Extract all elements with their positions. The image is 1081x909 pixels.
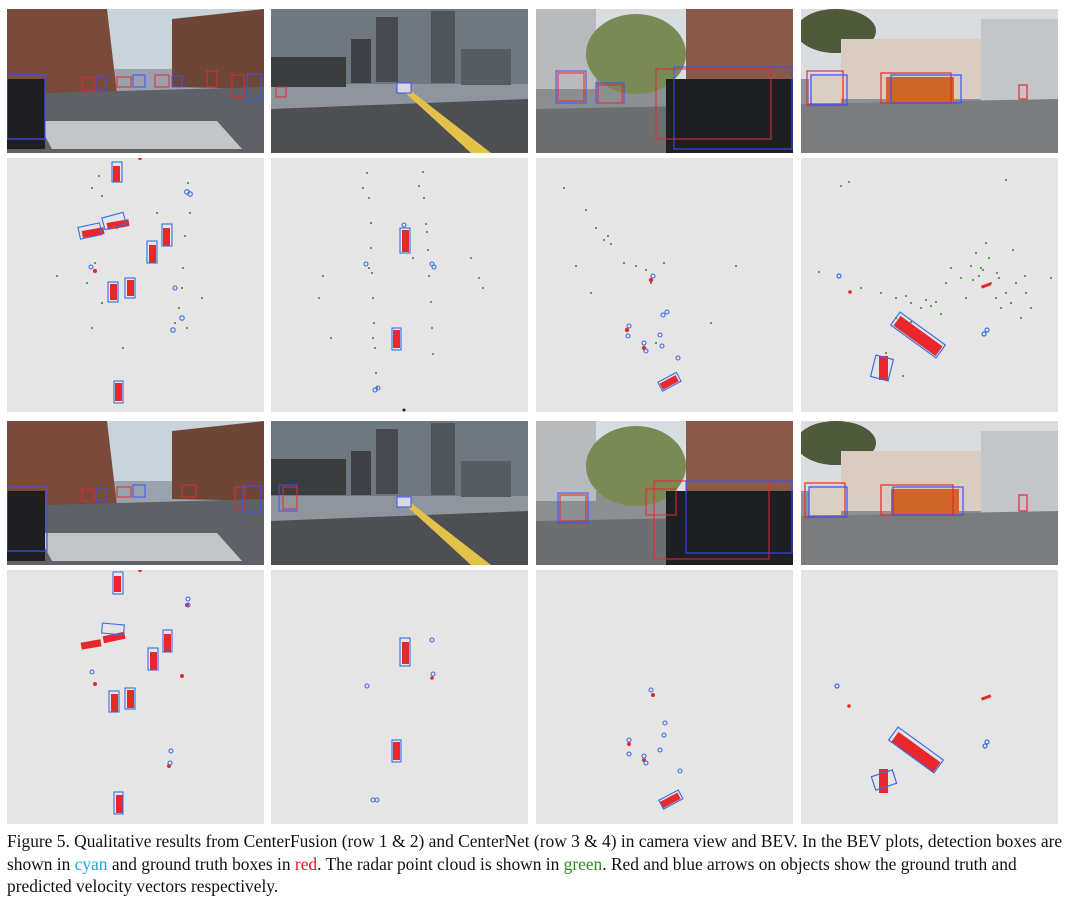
camera-view-r1-c3 <box>536 9 793 153</box>
caption-cyan-word: cyan <box>74 853 108 874</box>
camera-image <box>801 421 1058 565</box>
camera-image <box>536 9 793 153</box>
radar-points <box>56 175 203 349</box>
detection-boxes <box>363 222 437 393</box>
camera-view-r3-c2 <box>271 421 528 565</box>
ground-truth-boxes <box>847 694 992 793</box>
bev-plot-r2-c2 <box>271 158 528 412</box>
radar-points <box>318 171 484 389</box>
caption-text-pre: Figure 5. Qualitative results from Cente… <box>7 831 1063 874</box>
ground-truth-boxes <box>393 230 409 348</box>
bev-plot-r2-c4 <box>801 158 1058 412</box>
bev-canvas <box>536 158 793 412</box>
detection-boxes <box>834 683 990 791</box>
bev-plot-r4-c3 <box>536 570 793 824</box>
camera-image <box>271 9 528 153</box>
figure-caption: Figure 5. Qualitative results from Cente… <box>7 830 1077 898</box>
bev-canvas <box>536 570 793 824</box>
bev-canvas <box>271 158 528 412</box>
radar-points <box>563 187 737 344</box>
bev-canvas <box>801 570 1058 824</box>
bev-plot-r4-c1 <box>7 570 264 824</box>
bev-canvas <box>801 158 1058 412</box>
camera-image <box>7 9 264 153</box>
camera-view-r1-c2 <box>271 9 528 153</box>
bev-plot-r4-c2 <box>271 570 528 824</box>
bev-plot-r2-c3 <box>536 158 793 412</box>
caption-text-post: . Red and blue arrows on objects show th… <box>7 853 1017 897</box>
caption-green-word: green <box>563 853 603 874</box>
camera-view-r3-c1 <box>7 421 264 565</box>
ground-truth-boxes <box>393 642 434 760</box>
caption-text-mid2: . The radar point cloud is shown in <box>317 853 564 874</box>
bev-plot-r4-c4 <box>801 570 1058 824</box>
camera-view-r1-c1 <box>7 9 264 153</box>
bev-canvas <box>7 570 264 824</box>
bev-canvas <box>271 570 528 824</box>
ground-truth-boxes <box>80 576 189 813</box>
camera-image <box>801 9 1058 153</box>
ground-truth-boxes <box>848 282 992 380</box>
camera-view-r3-c3 <box>536 421 793 565</box>
camera-image <box>7 421 264 565</box>
detection-boxes <box>89 571 191 815</box>
detection-boxes <box>626 687 684 810</box>
bev-plot-r2-c1 <box>7 158 264 412</box>
detection-boxes <box>364 637 436 803</box>
camera-image <box>536 421 793 565</box>
detection-boxes <box>77 161 193 404</box>
detection-boxes <box>836 273 990 382</box>
detection-boxes <box>625 273 682 392</box>
radar-points <box>818 179 1052 377</box>
camera-view-r3-c4 <box>801 421 1058 565</box>
camera-image <box>271 421 528 565</box>
caption-text-mid1: and ground truth boxes in <box>107 853 295 874</box>
camera-view-r1-c4 <box>801 9 1058 153</box>
bev-canvas <box>7 158 264 412</box>
caption-red-word: red <box>294 853 318 874</box>
